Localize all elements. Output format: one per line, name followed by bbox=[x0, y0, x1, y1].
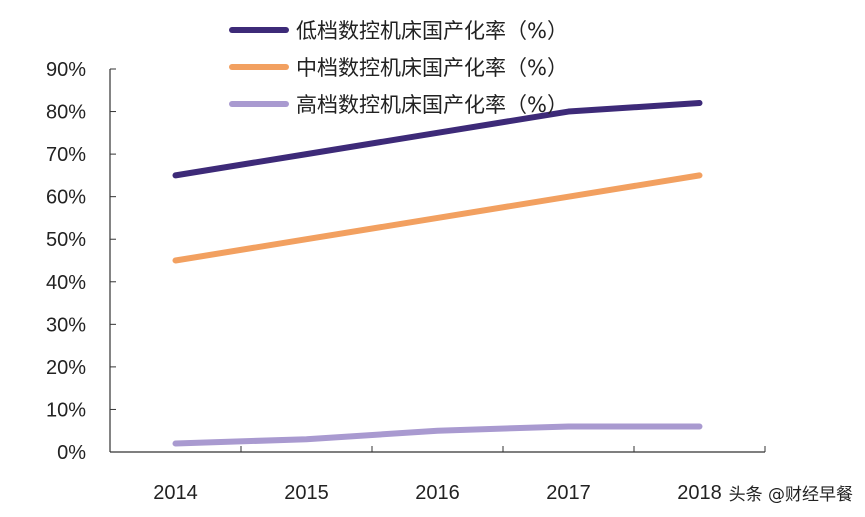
y-tick-label: 20% bbox=[46, 357, 86, 379]
series-line-2 bbox=[172, 423, 703, 447]
x-tick-label: 2015 bbox=[284, 482, 329, 504]
y-tick-label: 30% bbox=[46, 314, 86, 336]
y-tick-label: 10% bbox=[46, 399, 86, 421]
legend-label-1: 中档数控机床国产化率（%） bbox=[296, 56, 568, 80]
watermark: 头条 @财经早餐 bbox=[724, 478, 857, 507]
y-tick-label: 80% bbox=[46, 102, 86, 124]
x-tick-label: 2014 bbox=[153, 482, 198, 504]
x-tick-label: 2016 bbox=[415, 482, 460, 504]
x-tick-label: 2017 bbox=[546, 482, 591, 504]
y-tick-label: 60% bbox=[46, 187, 86, 209]
axes: 0% 10% 20% 30% 40% 50% 60% 70% 80% 90% 2014 2015 201… bbox=[46, 59, 766, 504]
series-line-1 bbox=[172, 172, 703, 264]
series-line-0 bbox=[172, 100, 703, 179]
y-tick-label: 50% bbox=[46, 229, 86, 251]
y-tick-label: 0% bbox=[57, 442, 86, 464]
legend: 低档数控机床国产化率（%） 中档数控机床国产化率（%） 高档数控机床国产化率（%） bbox=[229, 19, 568, 117]
series-layer bbox=[172, 100, 703, 447]
legend-label-0: 低档数控机床国产化率（%） bbox=[296, 19, 568, 43]
x-tick-label: 2018 bbox=[677, 482, 722, 504]
y-tick-label: 40% bbox=[46, 272, 86, 294]
y-tick-label: 70% bbox=[46, 144, 86, 166]
y-tick-label: 90% bbox=[46, 59, 86, 81]
legend-label-2: 高档数控机床国产化率（%） bbox=[296, 93, 568, 117]
